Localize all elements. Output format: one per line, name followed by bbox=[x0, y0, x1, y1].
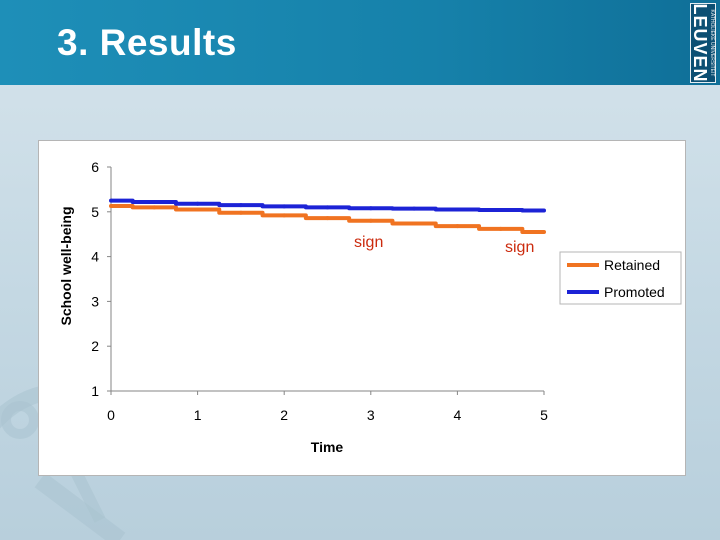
y-tick-label: 5 bbox=[91, 204, 99, 220]
x-axis-label: Time bbox=[311, 439, 344, 455]
data-point-promoted bbox=[368, 206, 373, 211]
y-tick-label: 1 bbox=[91, 383, 99, 399]
legend-label-retained: Retained bbox=[604, 257, 660, 273]
y-tick-label: 6 bbox=[91, 159, 99, 175]
data-point-promoted bbox=[412, 206, 417, 211]
y-tick-label: 4 bbox=[91, 249, 99, 265]
y-tick-label: 2 bbox=[91, 338, 99, 354]
data-point-retained bbox=[195, 207, 200, 212]
x-tick-label: 3 bbox=[367, 407, 375, 423]
data-point-retained bbox=[412, 221, 417, 226]
chart-legend: Retained Promoted bbox=[559, 251, 682, 305]
data-point-retained bbox=[542, 229, 546, 234]
y-axis-label: School well-being bbox=[58, 206, 74, 325]
data-point-promoted bbox=[152, 199, 157, 204]
annotation-sign-2: sign bbox=[505, 239, 534, 256]
data-point-retained bbox=[325, 216, 330, 221]
data-point-promoted bbox=[238, 203, 243, 208]
x-tick-label: 2 bbox=[280, 407, 288, 423]
logo-big-text: LEUVEN bbox=[690, 3, 710, 83]
data-point-retained bbox=[238, 210, 243, 215]
data-point-promoted bbox=[455, 207, 460, 212]
slide-title: 3. Results bbox=[57, 22, 237, 63]
data-point-promoted bbox=[498, 208, 503, 213]
x-tick-label: 4 bbox=[454, 407, 462, 423]
legend-label-promoted: Promoted bbox=[604, 284, 665, 300]
data-point-retained bbox=[498, 226, 503, 231]
data-point-retained bbox=[109, 203, 113, 208]
x-tick-label: 5 bbox=[540, 407, 548, 423]
annotation-sign-1: sign bbox=[354, 234, 383, 251]
y-tick-label: 3 bbox=[91, 293, 99, 309]
chart-lines bbox=[109, 198, 546, 234]
data-point-retained bbox=[368, 218, 373, 223]
data-point-retained bbox=[282, 213, 287, 218]
data-point-promoted bbox=[109, 198, 113, 203]
data-point-promoted bbox=[195, 201, 200, 206]
x-tick-label: 1 bbox=[194, 407, 202, 423]
data-point-promoted bbox=[282, 204, 287, 209]
university-logo: KATHOLIEKE UNIVERSITEIT LEUVEN bbox=[690, 3, 716, 83]
data-point-promoted bbox=[325, 205, 330, 210]
data-point-retained bbox=[152, 205, 157, 210]
data-point-retained bbox=[455, 224, 460, 229]
logo-small-text: KATHOLIEKE UNIVERSITEIT bbox=[709, 9, 715, 77]
x-tick-label: 0 bbox=[107, 407, 115, 423]
slide-header: 3. Results KATHOLIEKE UNIVERSITEIT LEUVE… bbox=[0, 0, 720, 85]
data-point-promoted bbox=[542, 208, 546, 213]
